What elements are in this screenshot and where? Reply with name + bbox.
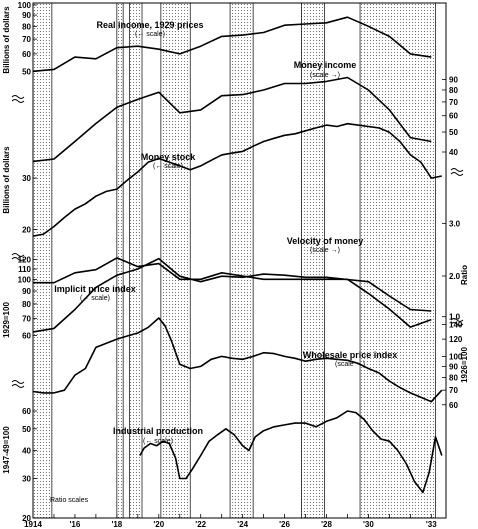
x-tick-label: '16 — [70, 520, 81, 529]
shaded-period — [359, 2, 436, 519]
axis-title: Billions of dollars — [2, 146, 11, 214]
y-tick-label: 80 — [449, 374, 458, 383]
series-line — [32, 76, 432, 163]
plot-border — [32, 2, 447, 519]
axis-break — [11, 253, 25, 261]
y-tick-label: 70 — [22, 35, 31, 44]
series-scale-note: (scale →) — [335, 361, 365, 368]
series-line — [33, 257, 432, 328]
shaded-period — [129, 2, 143, 519]
x-tick-label: '22 — [195, 520, 206, 529]
axis-title: 1926=100 — [460, 347, 469, 383]
y-tick-label: 100 — [449, 352, 463, 361]
plot-frame — [32, 2, 447, 519]
y-tick-label: 20 — [22, 514, 31, 523]
series-scale-note: (← scale) — [80, 295, 110, 302]
y-tick-label: 70 — [449, 386, 458, 395]
series-line — [32, 257, 432, 333]
y-tick-label: 90 — [22, 287, 31, 296]
y-tick-label: 70 — [449, 98, 458, 107]
y-tick-label: 1.0 — [449, 313, 461, 322]
x-tick-label: '20 — [153, 520, 164, 529]
y-tick-label: 120 — [449, 335, 463, 344]
series-label: Implicit price index — [54, 284, 136, 294]
series-label: Industrial production — [113, 426, 203, 436]
axis-title: 1929=100 — [2, 302, 11, 338]
series-scale-note: (← scale) — [143, 438, 173, 445]
series-label: Wholesale price index — [303, 350, 398, 360]
series-labels: Real income, 1929 prices(← scale)Money i… — [54, 20, 397, 445]
y-tick-label: 60 — [449, 112, 458, 121]
series-scale-note: (scale →) — [310, 72, 340, 79]
x-tick-label: '24 — [237, 520, 248, 529]
shaded-period — [300, 2, 325, 519]
shaded-period — [229, 2, 254, 519]
y-tick-label: 50 — [22, 425, 31, 434]
series-label: Real income, 1929 prices — [96, 20, 203, 30]
y-tick-label: 30 — [22, 174, 31, 183]
y-tick-label: 90 — [22, 11, 31, 20]
axis-break — [11, 95, 25, 103]
y-tick-label: 80 — [449, 86, 458, 95]
y-tick-label: 90 — [449, 362, 458, 371]
series-scale-note: (scale →) — [310, 247, 340, 254]
ratio-scales-note: Ratio scales — [50, 497, 89, 504]
y-tick-label: 30 — [22, 475, 31, 484]
shaded-period — [32, 2, 53, 519]
axis-break — [450, 168, 464, 176]
shaded-period — [160, 2, 191, 519]
axis-title: Ratio — [460, 265, 469, 285]
y-tick-label: 120 — [18, 255, 32, 264]
series-label: Velocity of money — [287, 236, 364, 246]
y-tick-label: 90 — [449, 75, 458, 84]
y-tick-label: 2.0 — [449, 272, 461, 281]
y-tick-label: 60 — [22, 331, 31, 340]
series-scale-note: (← scale) — [135, 31, 165, 38]
y-tick-label: 60 — [22, 407, 31, 416]
x-tick-label: '30 — [363, 520, 374, 529]
y-tick-label: 100 — [18, 1, 32, 10]
series-lines — [32, 16, 443, 494]
y-tick-label: 140 — [449, 321, 463, 330]
series-scale-note: (← scale) — [153, 163, 183, 170]
series-line — [139, 410, 443, 494]
x-tick-label: '26 — [279, 520, 290, 529]
x-tick-label: '28 — [321, 520, 332, 529]
axis-break — [450, 318, 464, 326]
y-tick-label: 50 — [449, 128, 458, 137]
y-tick-label: 60 — [449, 401, 458, 410]
y-tick-label: 70 — [22, 315, 31, 324]
y-tick-label: 40 — [22, 446, 31, 455]
series-label: Money stock — [141, 152, 197, 162]
y-tick-label: 40 — [449, 148, 458, 157]
axis-break — [11, 380, 25, 388]
series-label: Money income — [294, 60, 357, 70]
series-line — [32, 122, 442, 237]
y-tick-label: 80 — [22, 22, 31, 31]
y-tick-label: 60 — [22, 50, 31, 59]
series-line — [32, 317, 443, 403]
y-tick-label: 80 — [22, 300, 31, 309]
axes: 1914 '16 '18 '20 '22 '24 '26 '28 '30 '33 50 60 70 80 9… — [2, 1, 469, 529]
y-tick-label: 3.0 — [449, 219, 461, 228]
y-tick-label: 20 — [22, 226, 31, 235]
y-tick-label: 100 — [18, 275, 32, 284]
recession-shading — [32, 2, 436, 519]
axis-title: 1947-49=100 — [2, 426, 11, 474]
x-tick-label: 1914 — [24, 520, 42, 529]
series-line — [32, 16, 432, 73]
x-tick-label: '33 — [426, 520, 437, 529]
y-tick-label: 110 — [18, 265, 31, 274]
axis-title: Billions of dollars — [2, 6, 11, 74]
x-tick-label: '18 — [111, 520, 122, 529]
y-tick-label: 50 — [22, 67, 31, 76]
